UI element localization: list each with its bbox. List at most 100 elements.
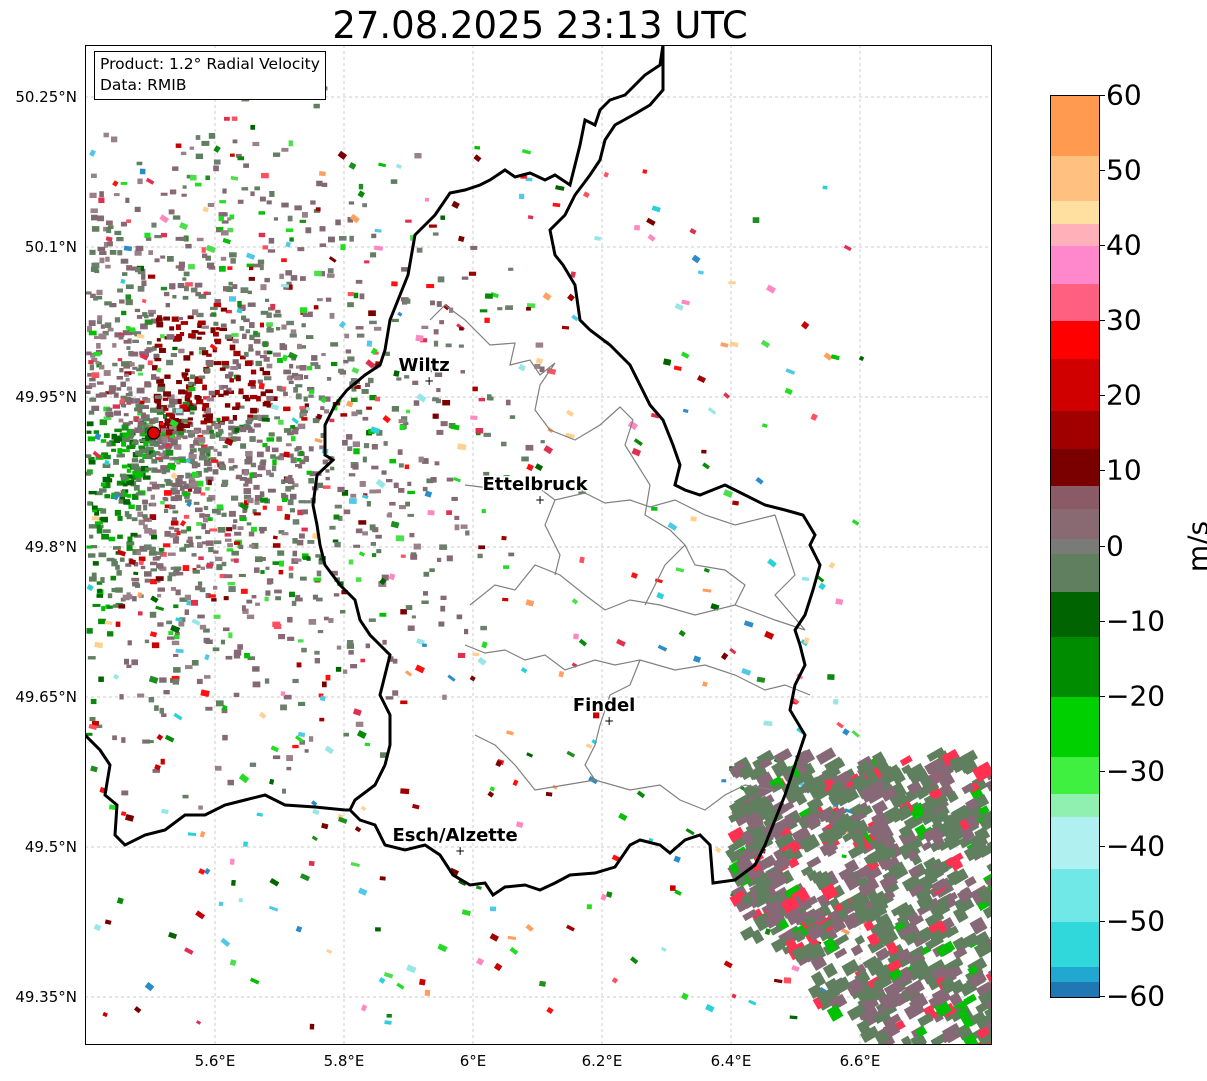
- echo-pixel: [919, 875, 934, 892]
- echo-pixel: [199, 587, 206, 593]
- echo-pixel: [162, 428, 169, 434]
- echo-pixel: [908, 768, 929, 785]
- echo-pixel: [278, 530, 285, 534]
- echo-pixel: [125, 284, 134, 290]
- echo-pixel: [266, 200, 272, 205]
- echo-pixel: [733, 811, 751, 827]
- echo-pixel: [905, 837, 924, 853]
- echo-pixel: [278, 569, 284, 575]
- echo-pixel: [454, 524, 460, 531]
- echo-pixel: [214, 423, 220, 430]
- echo-pixel: [225, 655, 233, 660]
- echo-pixel: [565, 432, 575, 439]
- echo-pixel: [294, 558, 302, 562]
- echo-pixel: [298, 500, 306, 504]
- echo-pixel: [237, 300, 242, 307]
- echo-pixel: [379, 577, 387, 586]
- echo-pixel: [872, 850, 885, 863]
- echo-pixel: [181, 418, 189, 423]
- echo-pixel: [322, 681, 327, 688]
- echo-pixel: [135, 245, 144, 251]
- echo-pixel: [123, 365, 131, 369]
- echo-pixel: [854, 935, 866, 946]
- echo-pixel: [142, 397, 148, 401]
- echo-pixel: [360, 658, 366, 663]
- echo-pixel: [149, 418, 155, 424]
- echo-pixel: [178, 316, 184, 321]
- echo-pixel: [982, 991, 992, 1009]
- echo-pixel: [148, 312, 154, 317]
- echo-pixel: [277, 357, 284, 363]
- echo-pixel: [87, 501, 92, 506]
- echo-pixel: [232, 359, 239, 365]
- echo-pixel: [213, 550, 219, 554]
- echo-pixel: [187, 417, 193, 421]
- echo-pixel: [128, 558, 137, 566]
- echo-pixel: [990, 920, 992, 939]
- echo-pixel: [791, 965, 800, 972]
- echo-pixel: [130, 444, 136, 449]
- echo-pixel: [170, 472, 178, 480]
- colorbar-band: [1051, 96, 1099, 157]
- longitude-tick-label: 6.6°E: [839, 1052, 881, 1070]
- colorbar-band: [1051, 486, 1099, 510]
- echo-pixel: [917, 1012, 934, 1028]
- echo-pixel: [578, 638, 588, 647]
- echo-pixel: [817, 808, 834, 823]
- echo-pixel: [285, 443, 292, 447]
- echo-pixel: [920, 811, 937, 826]
- echo-pixel: [88, 524, 97, 529]
- echo-pixel: [858, 355, 865, 362]
- echo-pixel: [124, 373, 129, 377]
- echo-pixel: [651, 506, 658, 511]
- echo-pixel: [164, 504, 172, 509]
- echo-pixel: [229, 959, 237, 967]
- echo-pixel: [198, 350, 204, 355]
- echo-pixel: [201, 247, 206, 253]
- echo-pixel: [239, 326, 245, 331]
- echo-pixel: [93, 923, 102, 932]
- echo-pixel: [227, 543, 233, 548]
- echo-pixel: [715, 847, 722, 854]
- radar-map[interactable]: + Wiltz + Ettelbruck + Findel + Esch/Alzette: [85, 45, 992, 1045]
- echo-pixel: [136, 492, 144, 496]
- echo-pixel: [201, 429, 210, 435]
- echo-pixel: [233, 350, 241, 357]
- echo-pixel: [497, 307, 503, 311]
- echo-pixel: [211, 312, 217, 317]
- echo-pixel: [245, 450, 253, 457]
- echo-pixel: [385, 351, 390, 356]
- echo-pixel: [127, 463, 135, 468]
- echo-pixel: [228, 281, 233, 286]
- echo-pixel: [895, 804, 913, 822]
- echo-pixel: [200, 566, 205, 570]
- echo-pixel: [290, 457, 297, 464]
- echo-pixel: [249, 380, 256, 386]
- echo-pixel: [189, 444, 195, 448]
- echo-pixel: [133, 534, 142, 538]
- echo-pixel: [312, 594, 318, 600]
- echo-pixel: [266, 437, 275, 442]
- echo-pixel: [871, 799, 888, 816]
- echo-pixel: [242, 333, 247, 340]
- echo-pixel: [727, 837, 747, 853]
- echo-pixel: [325, 396, 331, 402]
- echo-pixel: [223, 390, 229, 396]
- echo-pixel: [279, 453, 287, 457]
- echo-pixel: [266, 327, 274, 333]
- echo-pixel: [280, 704, 287, 711]
- echo-pixel: [300, 408, 309, 414]
- echo-pixel: [987, 808, 992, 821]
- echo-pixel: [171, 482, 179, 488]
- echo-pixel: [147, 274, 156, 279]
- echo-pixel: [156, 403, 162, 410]
- echo-pixel: [148, 675, 159, 684]
- echo-pixel: [148, 529, 155, 534]
- echo-pixel: [128, 504, 135, 510]
- echo-pixel: [125, 299, 133, 306]
- echo-pixel: [172, 678, 180, 685]
- echo-pixel: [232, 139, 238, 144]
- echo-pixel: [172, 215, 181, 220]
- echo-pixel: [338, 515, 343, 521]
- colorbar-tick: [1099, 395, 1105, 397]
